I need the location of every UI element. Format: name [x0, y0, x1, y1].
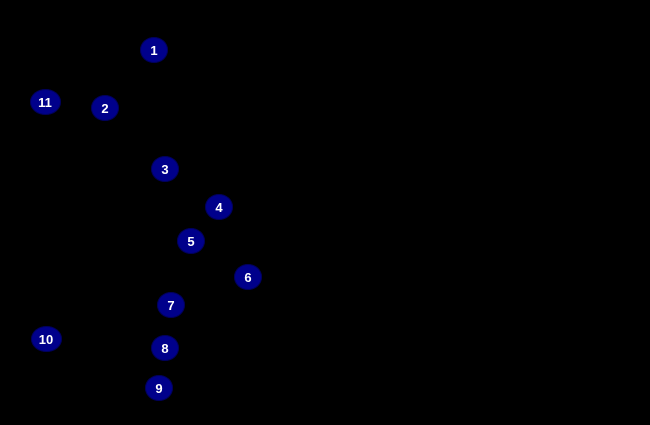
node-marker-8[interactable]: 8: [151, 335, 179, 361]
node-marker-4[interactable]: 4: [205, 194, 233, 220]
node-marker-5[interactable]: 5: [177, 228, 205, 254]
node-marker-11[interactable]: 11: [29, 89, 61, 115]
node-marker-2[interactable]: 2: [91, 95, 119, 121]
node-marker-3[interactable]: 3: [151, 156, 179, 182]
node-marker-7[interactable]: 7: [157, 292, 185, 318]
node-marker-10[interactable]: 10: [30, 326, 62, 352]
node-marker-1[interactable]: 1: [140, 37, 168, 63]
node-marker-9[interactable]: 9: [145, 375, 173, 401]
node-marker-6[interactable]: 6: [234, 264, 262, 290]
